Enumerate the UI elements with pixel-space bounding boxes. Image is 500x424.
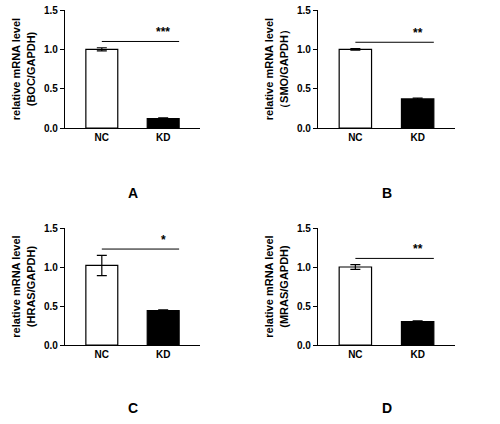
svg-text:A: A (128, 185, 138, 201)
svg-text:0.5: 0.5 (44, 83, 58, 94)
svg-text:NC: NC (348, 349, 362, 360)
svg-text:B: B (382, 185, 392, 201)
svg-text:KD: KD (410, 132, 424, 143)
svg-text:**: ** (413, 26, 423, 40)
svg-text:1.5: 1.5 (44, 223, 58, 234)
svg-text:0.5: 0.5 (44, 301, 58, 312)
svg-text:C: C (128, 400, 138, 416)
svg-text:0.0: 0.0 (44, 123, 58, 134)
svg-text:*: * (161, 233, 166, 247)
svg-text:1.5: 1.5 (44, 5, 58, 16)
svg-text:1.0: 1.0 (44, 262, 58, 273)
svg-text:relative mRNA level（SMO/GAPDH）: relative mRNA level（SMO/GAPDH） (263, 18, 290, 120)
svg-text:1.0: 1.0 (297, 262, 311, 273)
svg-text:0.0: 0.0 (297, 123, 311, 134)
svg-text:KD: KD (156, 132, 170, 143)
svg-text:NC: NC (95, 132, 109, 143)
svg-text:relative mRNA level(HRAS/GAPDH: relative mRNA level(HRAS/GAPDH) (10, 235, 36, 337)
svg-text:KD: KD (410, 349, 424, 360)
svg-text:NC: NC (348, 132, 362, 143)
svg-text:1.0: 1.0 (44, 44, 58, 55)
svg-text:D: D (382, 400, 392, 416)
svg-text:1.0: 1.0 (297, 44, 311, 55)
svg-text:0.0: 0.0 (297, 340, 311, 351)
svg-text:relative mRNA level(BOC/GAPDH): relative mRNA level(BOC/GAPDH) (10, 18, 36, 120)
svg-text:relative mRNA level(MRAS/GAPDH: relative mRNA level(MRAS/GAPDH) (263, 235, 289, 337)
svg-text:***: *** (156, 25, 170, 39)
svg-text:1.5: 1.5 (297, 5, 311, 16)
svg-text:0.5: 0.5 (297, 83, 311, 94)
svg-text:0.0: 0.0 (44, 340, 58, 351)
svg-text:**: ** (413, 242, 423, 256)
svg-text:KD: KD (156, 349, 170, 360)
svg-text:1.5: 1.5 (297, 223, 311, 234)
svg-text:NC: NC (95, 349, 109, 360)
svg-text:0.5: 0.5 (297, 301, 311, 312)
